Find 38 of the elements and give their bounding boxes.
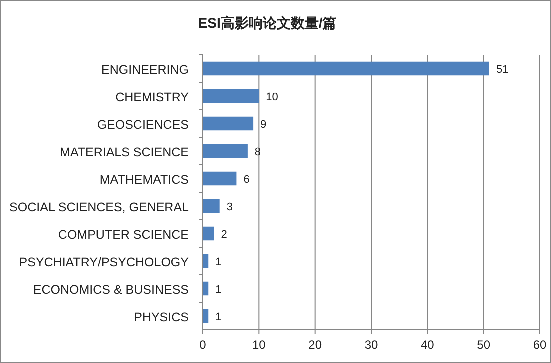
chart-title: ESI高影响论文数量/篇 — [198, 15, 337, 31]
data-label: 1 — [216, 284, 222, 296]
x-tick-label: 10 — [252, 338, 266, 352]
x-tick-label: 50 — [477, 338, 491, 352]
bar — [203, 172, 237, 186]
x-tick-label: 30 — [364, 338, 378, 352]
y-tick-label: MATERIALS SCIENCE — [60, 145, 189, 160]
bar — [203, 199, 220, 214]
y-tick-label: PHYSICS — [134, 310, 189, 324]
data-label: 8 — [254, 146, 262, 158]
y-tick-label: COMPUTER SCIENCE — [58, 228, 189, 242]
bar — [203, 89, 260, 104]
data-label: 2 — [221, 228, 228, 241]
y-tick-label: MATHEMATICS — [100, 172, 189, 187]
x-tick-label: 40 — [420, 338, 435, 352]
bar — [203, 226, 214, 241]
y-tick-label: CHEMISTRY — [116, 90, 190, 104]
y-tick-label: ENGINEERING — [101, 62, 189, 77]
data-label: 1 — [216, 311, 222, 324]
bar — [203, 309, 209, 324]
x-tick-label: 60 — [533, 338, 547, 352]
data-label: 9 — [260, 118, 267, 131]
data-label: 1 — [216, 256, 222, 268]
data-label: 3 — [226, 201, 233, 214]
data-label: 51 — [496, 64, 509, 76]
x-tick-label: 0 — [200, 338, 207, 352]
data-label: 10 — [266, 91, 278, 104]
y-tick-label: SOCIAL SCIENCES, GENERAL — [10, 200, 190, 214]
y-tick-label: PSYCHIATRY/PSYCHOLOGY — [19, 255, 190, 270]
bar — [203, 116, 254, 131]
bar — [203, 254, 209, 268]
bar — [203, 62, 490, 76]
y-tick-label: ECONOMICS & BUSINESS — [33, 282, 189, 297]
x-tick-label: 20 — [308, 338, 322, 352]
bar — [203, 282, 209, 296]
bar — [203, 144, 248, 158]
y-tick-label: GEOSCIENCES — [97, 118, 189, 132]
data-label: 6 — [244, 174, 250, 186]
